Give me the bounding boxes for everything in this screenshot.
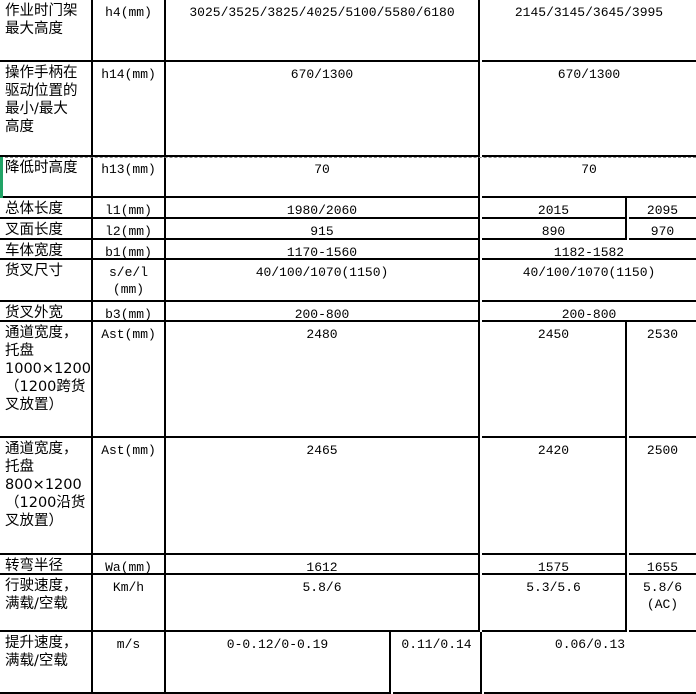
value-cell[interactable]: 670/1300	[482, 62, 696, 157]
unit-cell[interactable]: Km/h	[93, 575, 166, 632]
unit-cell[interactable]: Ast(mm)	[93, 438, 166, 555]
value-cell[interactable]: 200-800	[482, 302, 696, 322]
row-label-cell[interactable]: 行驶速度， 满载/空载	[0, 575, 93, 632]
unit-cell[interactable]: Wa(mm)	[93, 555, 166, 575]
value-cell[interactable]: 5.8/6 (AC)	[629, 575, 696, 632]
value-cell[interactable]: 200-800	[166, 302, 480, 322]
value-cell[interactable]: 915	[166, 219, 480, 240]
value-cell[interactable]: 2420	[482, 438, 627, 555]
unit-cell[interactable]: l2(mm)	[93, 219, 166, 240]
row-label-cell[interactable]: 提升速度， 满载/空载	[0, 632, 93, 694]
unit-cell[interactable]: Ast(mm)	[93, 322, 166, 438]
value-cell[interactable]: 2145/3145/3645/3995	[482, 0, 696, 62]
value-cell[interactable]: 1182-1582	[482, 240, 696, 260]
unit-cell[interactable]: b1(mm)	[93, 240, 166, 260]
selected-cell-indicator	[0, 157, 3, 198]
value-cell[interactable]: 2465	[166, 438, 480, 555]
value-cell[interactable]: 670/1300	[166, 62, 480, 157]
value-cell[interactable]: 0-0.12/0-0.19	[166, 632, 391, 694]
row-label-cell[interactable]: 通道宽度， 托盘 800×1200 （1200沿货 叉放置）	[0, 438, 93, 555]
value-cell[interactable]: 2500	[629, 438, 696, 555]
value-cell[interactable]: 1980/2060	[166, 198, 480, 219]
value-cell[interactable]: 890	[482, 219, 627, 240]
value-cell[interactable]: 3025/3525/3825/4025/5100/5580/6180	[166, 0, 480, 62]
unit-cell[interactable]: h14(mm)	[93, 62, 166, 157]
row-label-cell[interactable]: 作业时门架 最大高度	[0, 0, 93, 62]
value-cell[interactable]: 1575	[482, 555, 627, 575]
value-cell[interactable]: 2095	[629, 198, 696, 219]
value-cell[interactable]: 1612	[166, 555, 480, 575]
value-cell[interactable]: 70	[482, 157, 696, 198]
value-cell[interactable]: 40/100/1070(1150)	[482, 260, 696, 302]
value-cell[interactable]: 40/100/1070(1150)	[166, 260, 480, 302]
row-label-cell[interactable]: 叉面长度	[0, 219, 93, 240]
value-cell[interactable]: 5.3/5.6	[482, 575, 627, 632]
value-cell[interactable]: 970	[629, 219, 696, 240]
value-cell[interactable]: 1170-1560	[166, 240, 480, 260]
value-cell[interactable]: 2530	[629, 322, 696, 438]
row-label-cell[interactable]: 货叉外宽	[0, 302, 93, 322]
value-cell[interactable]: 2015	[482, 198, 627, 219]
row-label-cell[interactable]: 总体长度	[0, 198, 93, 219]
row-label-cell[interactable]: 货叉尺寸	[0, 260, 93, 302]
unit-cell[interactable]: b3(mm)	[93, 302, 166, 322]
value-cell[interactable]: 2450	[482, 322, 627, 438]
unit-cell[interactable]: l1(mm)	[93, 198, 166, 219]
unit-cell[interactable]: m/s	[93, 632, 166, 694]
row-label-cell[interactable]: 操作手柄在 驱动位置的 最小/最大 高度	[0, 62, 93, 157]
value-cell[interactable]: 0.11/0.14	[393, 632, 482, 694]
row-label-cell[interactable]: 降低时高度	[0, 157, 93, 198]
value-cell[interactable]: 2480	[166, 322, 480, 438]
unit-cell[interactable]: h4(mm)	[93, 0, 166, 62]
value-cell[interactable]: 5.8/6	[166, 575, 480, 632]
value-cell[interactable]: 1655	[629, 555, 696, 575]
unit-cell[interactable]: s/e/l (mm)	[93, 260, 166, 302]
unit-cell[interactable]: h13(mm)	[93, 157, 166, 198]
value-cell[interactable]: 0.06/0.13	[484, 632, 696, 694]
value-cell[interactable]: 70	[166, 157, 480, 198]
row-label-cell[interactable]: 车体宽度	[0, 240, 93, 260]
row-label-cell[interactable]: 转弯半径	[0, 555, 93, 575]
copy-marquee	[0, 157, 696, 158]
row-label-cell[interactable]: 通道宽度， 托盘 1000×1200 （1200跨货 叉放置）	[0, 322, 93, 438]
